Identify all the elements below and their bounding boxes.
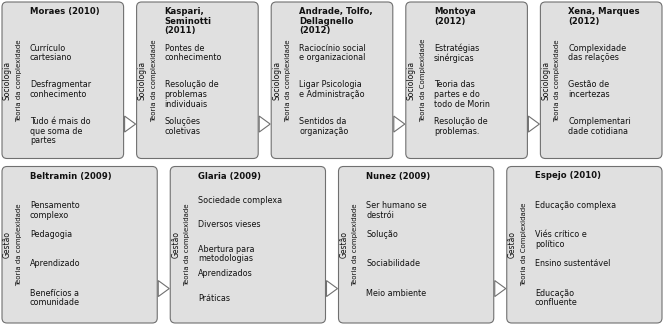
Text: Sociologia: Sociologia — [3, 61, 12, 100]
FancyBboxPatch shape — [339, 166, 494, 323]
Text: Pontes de
conhecimento: Pontes de conhecimento — [165, 44, 222, 62]
Text: Sociologia: Sociologia — [272, 61, 281, 100]
FancyBboxPatch shape — [271, 2, 393, 159]
Text: Pedagogia: Pedagogia — [30, 230, 72, 239]
Text: Teoria das
partes e do
todo de Morin: Teoria das partes e do todo de Morin — [434, 80, 489, 109]
Text: Xena, Marques
(2012): Xena, Marques (2012) — [568, 7, 640, 26]
Text: Sentidos da
organização: Sentidos da organização — [299, 117, 349, 136]
Polygon shape — [327, 280, 337, 297]
Text: Beltramin (2009): Beltramin (2009) — [30, 172, 112, 180]
Text: Diversos vieses: Diversos vieses — [199, 220, 261, 229]
Text: Abertura para
metodologias: Abertura para metodologias — [199, 245, 255, 264]
Text: Práticas: Práticas — [199, 293, 230, 303]
Text: Complementari
dade cotidiana: Complementari dade cotidiana — [568, 117, 631, 136]
FancyBboxPatch shape — [170, 166, 325, 323]
Text: Ser humano se
destrói: Ser humano se destrói — [367, 201, 427, 219]
Text: Teoria da Complexidade: Teoria da Complexidade — [420, 39, 426, 122]
Text: Aprendizado: Aprendizado — [30, 259, 80, 268]
Polygon shape — [125, 116, 135, 132]
Text: Desfragmentar
conhecimento: Desfragmentar conhecimento — [30, 80, 91, 99]
Polygon shape — [495, 280, 506, 297]
Text: Sociologia: Sociologia — [137, 61, 147, 100]
Text: Ligar Psicologia
e Administração: Ligar Psicologia e Administração — [299, 80, 365, 99]
Text: Aprendizados: Aprendizados — [199, 269, 253, 278]
Text: Gestão: Gestão — [339, 231, 349, 258]
Text: Moraes (2010): Moraes (2010) — [30, 7, 100, 16]
Text: Teoria da complexidade: Teoria da complexidade — [16, 39, 22, 122]
Text: Solução: Solução — [367, 230, 398, 239]
Text: Educação
confluente: Educação confluente — [535, 289, 578, 307]
Text: Sociedade complexa: Sociedade complexa — [199, 196, 282, 205]
FancyBboxPatch shape — [2, 2, 124, 159]
Text: Teoria da complexidade: Teoria da complexidade — [151, 39, 157, 122]
FancyBboxPatch shape — [2, 166, 157, 323]
Text: Raciocínio social
e organizacional: Raciocínio social e organizacional — [299, 44, 366, 62]
Text: Teoria da complexidade: Teoria da complexidade — [16, 203, 22, 286]
Text: Gestão: Gestão — [171, 231, 180, 258]
Text: Montoya
(2012): Montoya (2012) — [434, 7, 475, 26]
FancyBboxPatch shape — [137, 2, 258, 159]
Text: Benefícios a
comunidade: Benefícios a comunidade — [30, 289, 80, 307]
Text: Teoria da complexidade: Teoria da complexidade — [554, 39, 560, 122]
FancyBboxPatch shape — [540, 2, 662, 159]
Text: Nunez (2009): Nunez (2009) — [367, 172, 431, 180]
Text: Teoria da complexidade: Teoria da complexidade — [353, 203, 359, 286]
Text: Andrade, Tolfo,
Dellagnello
(2012): Andrade, Tolfo, Dellagnello (2012) — [299, 7, 373, 35]
Text: Teoria da complexidade: Teoria da complexidade — [286, 39, 291, 122]
Text: Gestão: Gestão — [508, 231, 517, 258]
FancyBboxPatch shape — [406, 2, 527, 159]
Text: Teoria da complexidade: Teoria da complexidade — [184, 203, 191, 286]
FancyBboxPatch shape — [507, 166, 662, 323]
Text: Espejo (2010): Espejo (2010) — [535, 172, 601, 180]
Text: Teoria da Complexidade: Teoria da Complexidade — [521, 203, 527, 286]
Text: Sociabilidade: Sociabilidade — [367, 259, 420, 268]
Polygon shape — [259, 116, 270, 132]
Text: Complexidade
das relações: Complexidade das relações — [568, 44, 627, 62]
Text: Currículo
cartesiano: Currículo cartesiano — [30, 44, 72, 62]
Text: Resolução de
problemas.: Resolução de problemas. — [434, 117, 487, 136]
Text: Gestão: Gestão — [3, 231, 12, 258]
Polygon shape — [394, 116, 405, 132]
Text: Ensino sustentável: Ensino sustentável — [535, 259, 610, 268]
Polygon shape — [529, 116, 539, 132]
Text: Soluções
coletivas: Soluções coletivas — [165, 117, 201, 136]
Text: Gestão de
incertezas: Gestão de incertezas — [568, 80, 610, 99]
Text: Viés crítico e
político: Viés crítico e político — [535, 230, 586, 249]
Text: Meio ambiente: Meio ambiente — [367, 289, 427, 298]
Text: Sociologia: Sociologia — [541, 61, 550, 100]
Text: Pensamento
complexo: Pensamento complexo — [30, 201, 80, 219]
Text: Educação complexa: Educação complexa — [535, 201, 616, 210]
Text: Estratégias
sinérgicas: Estratégias sinérgicas — [434, 44, 479, 63]
Polygon shape — [158, 280, 169, 297]
Text: Sociologia: Sociologia — [407, 61, 416, 100]
Text: Tudo é mais do
que soma de
partes: Tudo é mais do que soma de partes — [30, 117, 90, 145]
Text: Glaria (2009): Glaria (2009) — [199, 172, 261, 180]
Text: Resolução de
problemas
individuais: Resolução de problemas individuais — [165, 80, 218, 109]
Text: Kaspari,
Seminotti
(2011): Kaspari, Seminotti (2011) — [165, 7, 212, 35]
